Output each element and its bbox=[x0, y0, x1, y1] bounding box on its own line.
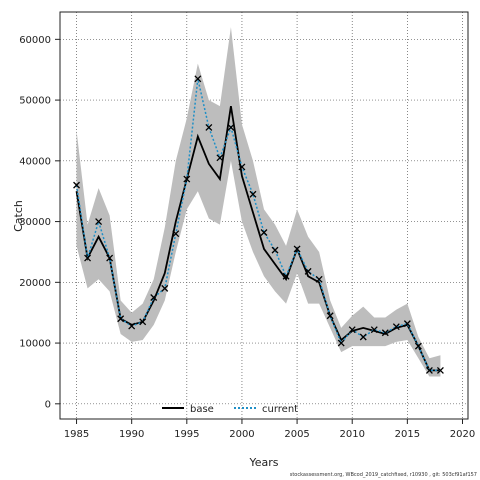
data-point-current bbox=[370, 326, 378, 334]
data-point-current bbox=[271, 246, 279, 254]
x-tick-label: 2000 bbox=[229, 429, 254, 440]
footnote: stockassessment.org, WBcod_2019_catchfix… bbox=[289, 472, 477, 478]
y-axis-ticks: 0 10000 20000 30000 40000 50000 60000 bbox=[19, 35, 60, 410]
y-tick-label: 10000 bbox=[19, 339, 51, 350]
data-point-current bbox=[95, 218, 103, 226]
data-point-current bbox=[73, 181, 81, 189]
y-tick-label: 60000 bbox=[19, 35, 51, 46]
data-point-current bbox=[403, 320, 411, 328]
data-point-current bbox=[260, 229, 268, 236]
legend: base current bbox=[162, 404, 298, 415]
data-point-current bbox=[238, 163, 246, 171]
x-axis-ticks: 1985 1990 1995 2000 2005 2010 2015 2020 bbox=[64, 419, 475, 440]
data-point-current bbox=[139, 318, 147, 326]
data-point-current bbox=[414, 342, 422, 350]
x-tick-label: 1995 bbox=[174, 429, 199, 440]
data-point-current bbox=[117, 315, 125, 323]
data-point-current bbox=[304, 267, 312, 275]
series-lines bbox=[75, 78, 441, 372]
x-axis-title: Years bbox=[248, 456, 278, 469]
data-point-current bbox=[205, 123, 213, 131]
y-tick-label: 30000 bbox=[19, 217, 51, 228]
x-tick-label: 1985 bbox=[64, 429, 89, 440]
data-point-current bbox=[293, 245, 301, 253]
x-tick-label: 2015 bbox=[395, 429, 420, 440]
series-line-base bbox=[75, 106, 441, 372]
confidence-band bbox=[76, 27, 441, 377]
x-tick-label: 2020 bbox=[450, 429, 475, 440]
data-point-current bbox=[381, 329, 389, 337]
data-point-current bbox=[161, 284, 169, 292]
data-point-current bbox=[84, 254, 92, 262]
y-tick-label: 20000 bbox=[19, 278, 51, 289]
grid bbox=[60, 12, 468, 419]
data-point-current bbox=[337, 339, 345, 347]
data-point-current bbox=[348, 326, 356, 334]
y-axis-title: Catch bbox=[12, 200, 25, 232]
data-point-current bbox=[183, 175, 191, 183]
series-line-current bbox=[75, 78, 441, 372]
data-point-current bbox=[172, 230, 180, 238]
x-tick-label: 2010 bbox=[339, 429, 364, 440]
data-point-current bbox=[227, 123, 235, 131]
data-point-current bbox=[425, 366, 433, 374]
y-tick-label: 50000 bbox=[19, 96, 51, 107]
data-point-current bbox=[150, 294, 158, 301]
data-point-current bbox=[194, 75, 202, 83]
data-point-current bbox=[106, 254, 114, 262]
y-tick-label: 0 bbox=[45, 399, 51, 410]
legend-base-label: base bbox=[190, 404, 214, 415]
x-tick-label: 2005 bbox=[284, 429, 309, 440]
data-point-current bbox=[216, 154, 224, 162]
plot-border bbox=[59, 11, 469, 420]
data-point-current bbox=[128, 322, 136, 330]
series-markers bbox=[73, 75, 444, 374]
data-point-current bbox=[249, 190, 257, 198]
data-point-current bbox=[326, 312, 334, 320]
x-tick-label: 1990 bbox=[119, 429, 144, 440]
data-point-current bbox=[315, 275, 323, 283]
data-point-current bbox=[436, 366, 444, 374]
data-point-current bbox=[392, 323, 400, 331]
data-point-current bbox=[359, 333, 367, 341]
data-point-current bbox=[282, 272, 290, 280]
y-tick-label: 40000 bbox=[19, 156, 51, 167]
legend-current-label: current bbox=[262, 404, 298, 415]
